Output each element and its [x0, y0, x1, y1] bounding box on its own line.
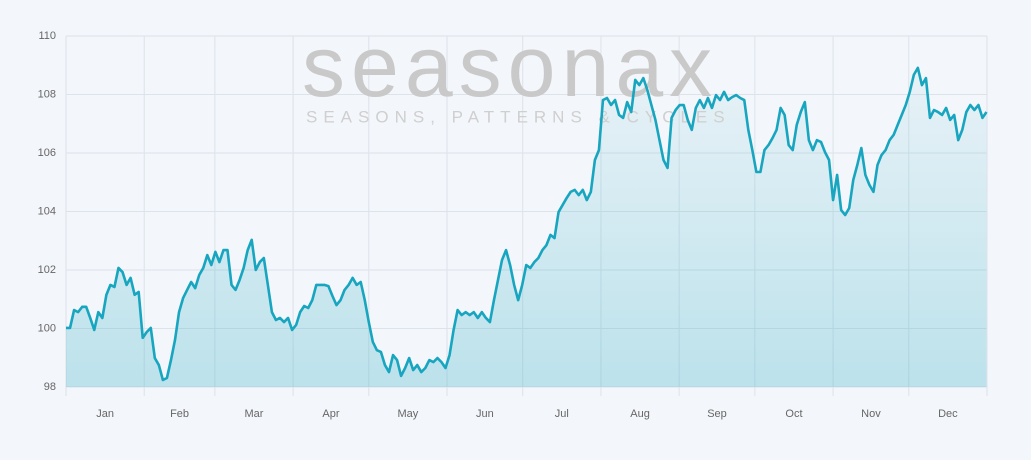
x-tick-label: Jul [555, 408, 569, 420]
x-tick-label: May [398, 408, 419, 420]
area [66, 67, 987, 387]
x-tick-label: Jun [476, 408, 494, 420]
y-tick-label: 106 [38, 147, 56, 159]
x-tick-label: Dec [938, 408, 958, 420]
watermark-subtitle: SEASONS, PATTERNS & CYCLES [306, 107, 731, 126]
x-tick-label: Nov [861, 408, 881, 420]
x-tick-label: Apr [322, 408, 339, 420]
y-tick-label: 110 [38, 30, 56, 42]
y-tick-label: 98 [44, 381, 56, 393]
x-tick-label: Mar [245, 408, 264, 420]
y-tick-label: 108 [38, 88, 56, 100]
y-tick-label: 102 [38, 264, 56, 276]
x-tick-label: Sep [707, 408, 727, 420]
x-tick-label: Oct [785, 408, 802, 420]
line [66, 66, 988, 382]
x-tick-label: Feb [170, 408, 189, 420]
x-tick-label: Aug [630, 408, 650, 420]
y-tick-label: 104 [38, 205, 56, 217]
x-tick-label: Jan [96, 408, 114, 420]
y-tick-label: 100 [38, 322, 56, 334]
watermark-title: seasonax [302, 19, 718, 115]
